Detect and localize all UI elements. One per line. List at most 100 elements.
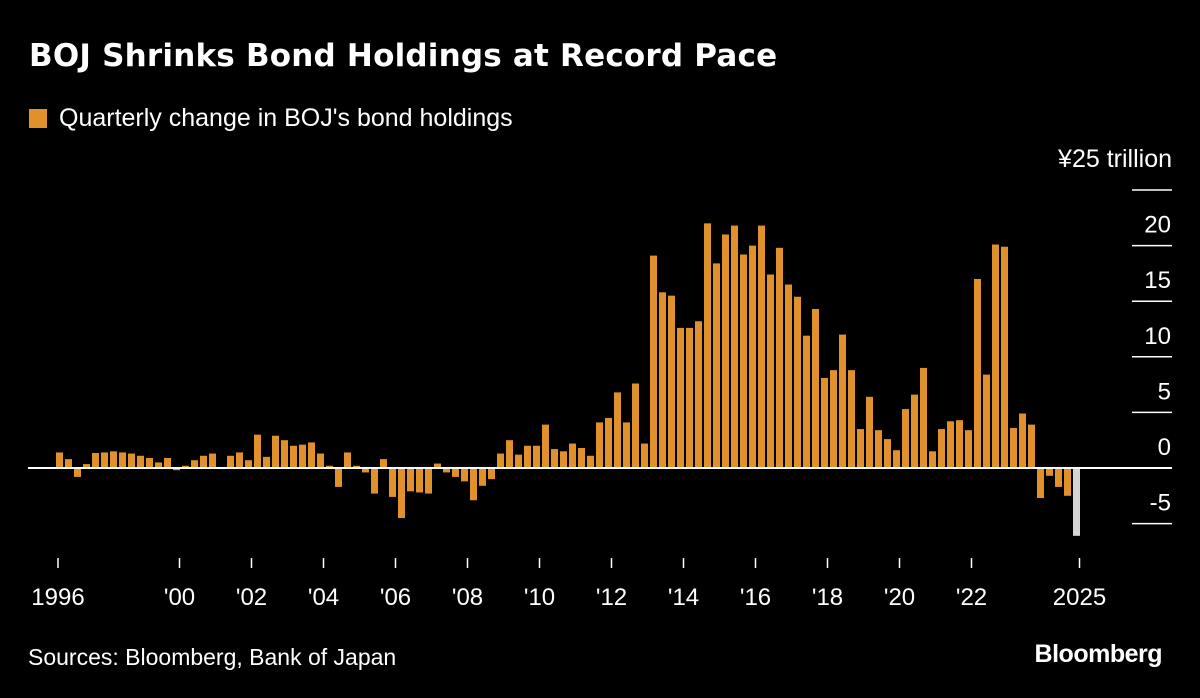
bar xyxy=(164,457,171,468)
y-axis-unit-label: ¥25 trillion xyxy=(1058,145,1172,173)
bar xyxy=(1046,468,1053,476)
bar xyxy=(812,308,819,468)
x-tick-label: '10 xyxy=(524,584,555,611)
bar xyxy=(497,453,504,468)
bar xyxy=(515,454,522,468)
x-tick-label: '00 xyxy=(164,584,195,611)
bar xyxy=(434,463,441,468)
bar xyxy=(731,225,738,468)
bar xyxy=(407,468,414,492)
bar xyxy=(56,452,63,468)
bar xyxy=(263,456,270,468)
bar xyxy=(1019,413,1026,468)
bar xyxy=(992,244,999,468)
x-tick-label: 2025 xyxy=(1053,584,1106,611)
bar xyxy=(695,321,702,468)
bar xyxy=(569,443,576,468)
bar xyxy=(641,443,648,468)
bar xyxy=(551,449,558,468)
bar xyxy=(128,453,135,468)
bar xyxy=(236,452,243,468)
bar xyxy=(632,383,639,468)
bar xyxy=(911,394,918,468)
bar xyxy=(533,445,540,468)
bar xyxy=(1028,424,1035,468)
bar xyxy=(596,422,603,468)
bar xyxy=(758,225,765,468)
legend-label: Quarterly change in BOJ's bond holdings xyxy=(59,104,513,132)
bar xyxy=(776,247,783,468)
bar xyxy=(389,468,396,497)
bar xyxy=(452,468,459,477)
bar xyxy=(398,468,405,519)
bar xyxy=(650,255,657,468)
bar xyxy=(479,468,486,486)
bar xyxy=(560,451,567,468)
bar xyxy=(866,396,873,468)
bar xyxy=(767,274,774,468)
bar xyxy=(1001,246,1008,468)
bar xyxy=(182,465,189,468)
bar-latest xyxy=(1073,468,1080,536)
bar xyxy=(821,377,828,468)
bar xyxy=(713,263,720,468)
y-tick-label: -5 xyxy=(1150,490,1171,517)
x-tick-label: '14 xyxy=(668,584,699,611)
bar xyxy=(740,254,747,468)
bar xyxy=(929,451,936,468)
bar xyxy=(209,453,216,468)
bar xyxy=(470,468,477,501)
bar xyxy=(578,447,585,468)
x-tick-label: '12 xyxy=(596,584,627,611)
bar xyxy=(290,445,297,468)
bar xyxy=(587,455,594,468)
bar xyxy=(542,424,549,468)
bar xyxy=(947,421,954,468)
bar xyxy=(974,278,981,468)
legend-swatch xyxy=(29,109,47,128)
bar xyxy=(875,430,882,468)
bar xyxy=(803,335,810,468)
x-tick-label: '06 xyxy=(380,584,411,611)
bar xyxy=(614,392,621,468)
bar xyxy=(191,460,198,468)
bar xyxy=(119,452,126,468)
bar xyxy=(686,327,693,468)
bar xyxy=(200,455,207,468)
bar xyxy=(83,464,90,468)
bar xyxy=(254,434,261,468)
x-tick-label: '08 xyxy=(452,584,483,611)
bar xyxy=(488,468,495,480)
bar xyxy=(425,468,432,494)
bar xyxy=(677,327,684,468)
bar xyxy=(1055,468,1062,487)
bar xyxy=(308,442,315,468)
bar xyxy=(110,451,117,468)
bar xyxy=(137,455,144,468)
y-tick-label: 10 xyxy=(1144,323,1171,350)
bar xyxy=(335,468,342,487)
bar xyxy=(362,468,369,473)
x-axis: 1996 '00 '02 '04 '06 '08 '10 '12 '14 '16 '18 '20 '22… xyxy=(31,558,1106,611)
y-tick-label: 15 xyxy=(1144,267,1171,294)
bar xyxy=(281,440,288,468)
bar xyxy=(344,452,351,468)
bar xyxy=(983,374,990,468)
bar xyxy=(794,296,801,468)
x-tick-label: '18 xyxy=(812,584,843,611)
y-tick-label: 0 xyxy=(1158,434,1171,461)
bar xyxy=(173,468,180,471)
bar xyxy=(623,422,630,468)
bar xyxy=(272,435,279,468)
bar xyxy=(857,429,864,468)
bar xyxy=(461,468,468,482)
bar xyxy=(74,468,81,477)
bar xyxy=(605,417,612,468)
bar xyxy=(227,455,234,468)
bar xyxy=(938,429,945,468)
bar xyxy=(155,462,162,468)
x-tick-label: '16 xyxy=(740,584,771,611)
legend: Quarterly change in BOJ's bond holdings xyxy=(29,104,513,133)
y-axis-ticks: 20 15 10 5 0 -5 xyxy=(1132,189,1172,525)
